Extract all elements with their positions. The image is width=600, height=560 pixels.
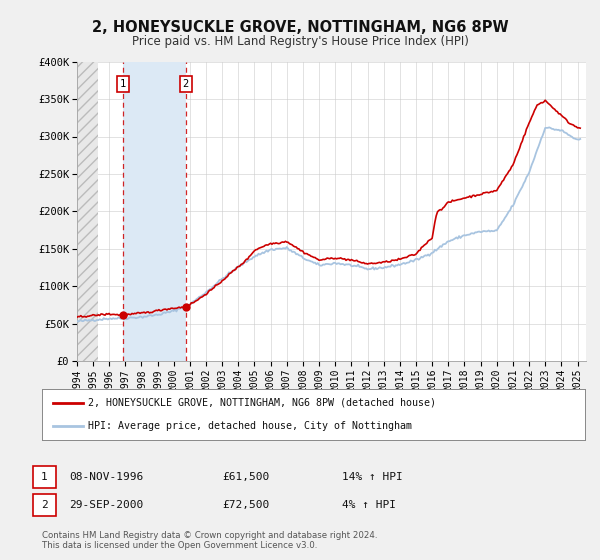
Text: Price paid vs. HM Land Registry's House Price Index (HPI): Price paid vs. HM Land Registry's House …	[131, 35, 469, 48]
Text: 1: 1	[120, 79, 126, 89]
Text: 29-SEP-2000: 29-SEP-2000	[69, 500, 143, 510]
Bar	[123, 62, 186, 361]
Text: 08-NOV-1996: 08-NOV-1996	[69, 472, 143, 482]
Text: HPI: Average price, detached house, City of Nottingham: HPI: Average price, detached house, City…	[88, 421, 412, 431]
Text: £72,500: £72,500	[222, 500, 269, 510]
Text: 2: 2	[41, 500, 48, 510]
Text: 2, HONEYSUCKLE GROVE, NOTTINGHAM, NG6 8PW (detached house): 2, HONEYSUCKLE GROVE, NOTTINGHAM, NG6 8P…	[88, 398, 436, 408]
Text: 2: 2	[183, 79, 189, 89]
Text: 2, HONEYSUCKLE GROVE, NOTTINGHAM, NG6 8PW: 2, HONEYSUCKLE GROVE, NOTTINGHAM, NG6 8P…	[92, 20, 508, 35]
Text: Contains HM Land Registry data © Crown copyright and database right 2024.
This d: Contains HM Land Registry data © Crown c…	[42, 531, 377, 550]
Bar	[77, 62, 98, 361]
Text: £61,500: £61,500	[222, 472, 269, 482]
Text: 4% ↑ HPI: 4% ↑ HPI	[342, 500, 396, 510]
Text: 1: 1	[41, 472, 48, 482]
Text: 14% ↑ HPI: 14% ↑ HPI	[342, 472, 403, 482]
